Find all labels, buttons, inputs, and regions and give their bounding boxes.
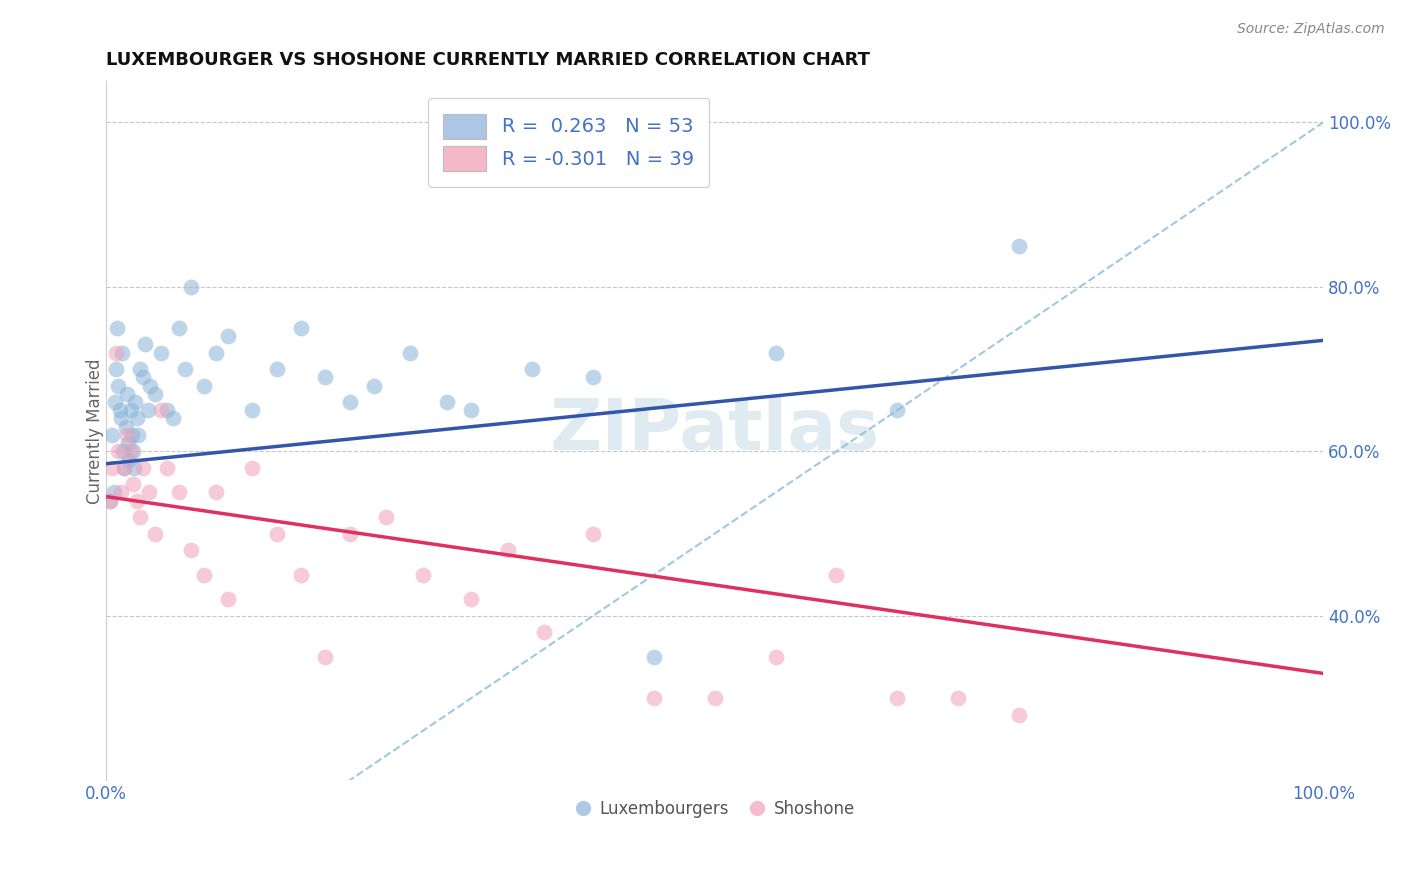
Point [120, 403, 142, 417]
Point [886, 691, 908, 706]
Point [533, 625, 555, 640]
Point [115, 428, 138, 442]
Point [375, 510, 398, 524]
Point [460, 403, 482, 417]
Point [180, 543, 202, 558]
Point [290, 321, 312, 335]
Point [703, 691, 725, 706]
Point [115, 387, 138, 401]
Point [125, 493, 148, 508]
Point [114, 460, 136, 475]
Point [180, 280, 202, 294]
Point [110, 485, 132, 500]
Point [167, 321, 190, 335]
Text: LUXEMBOURGER VS SHOSHONE CURRENTLY MARRIED CORRELATION CHART: LUXEMBOURGER VS SHOSHONE CURRENTLY MARRI… [107, 51, 870, 69]
Point [107, 444, 129, 458]
Text: Source: ZipAtlas.com: Source: ZipAtlas.com [1237, 22, 1385, 37]
Point [765, 649, 787, 664]
Point [217, 592, 239, 607]
Point [132, 460, 155, 475]
Point [399, 345, 422, 359]
Point [217, 329, 239, 343]
Point [582, 370, 605, 384]
Point [162, 411, 184, 425]
Point [765, 345, 787, 359]
Point [436, 395, 458, 409]
Point [314, 370, 336, 384]
Legend: Luxembourgers, Shoshone: Luxembourgers, Shoshone [568, 793, 862, 824]
Point [120, 444, 142, 458]
Point [121, 428, 143, 442]
Point [156, 460, 179, 475]
Point [150, 403, 173, 417]
Point [139, 378, 162, 392]
Point [363, 378, 385, 392]
Point [136, 403, 159, 417]
Point [1008, 707, 1031, 722]
Point [496, 543, 519, 558]
Point [114, 460, 136, 475]
Point [122, 444, 145, 458]
Point [339, 526, 361, 541]
Point [582, 526, 605, 541]
Point [98, 493, 121, 508]
Point [103, 485, 125, 500]
Point [127, 428, 149, 442]
Point [339, 395, 361, 409]
Point [129, 362, 152, 376]
Text: ZIPatlas: ZIPatlas [550, 396, 880, 466]
Point [167, 485, 190, 500]
Point [643, 691, 665, 706]
Point [124, 395, 146, 409]
Point [98, 493, 121, 508]
Point [111, 345, 134, 359]
Point [240, 460, 263, 475]
Point [204, 345, 226, 359]
Point [143, 526, 166, 541]
Point [886, 403, 908, 417]
Point [105, 321, 128, 335]
Point [110, 411, 132, 425]
Point [122, 477, 145, 491]
Point [204, 485, 226, 500]
Point [314, 649, 336, 664]
Point [193, 378, 215, 392]
Point [112, 444, 135, 458]
Point [825, 567, 848, 582]
Point [118, 452, 141, 467]
Point [117, 436, 139, 450]
Point [156, 403, 179, 417]
Point [104, 345, 127, 359]
Point [150, 345, 173, 359]
Point [129, 510, 152, 524]
Point [132, 370, 155, 384]
Point [107, 378, 129, 392]
Point [193, 567, 215, 582]
Point [125, 411, 148, 425]
Point [520, 362, 543, 376]
Point [460, 592, 482, 607]
Point [108, 403, 131, 417]
Point [266, 362, 288, 376]
Point [174, 362, 197, 376]
Point [134, 337, 156, 351]
Point [240, 403, 263, 417]
Point [290, 567, 312, 582]
Point [643, 649, 665, 664]
Point [114, 419, 136, 434]
Point [266, 526, 288, 541]
Point [104, 395, 127, 409]
Point [138, 485, 160, 500]
Point [104, 362, 127, 376]
Point [101, 428, 124, 442]
Point [1008, 239, 1031, 253]
Point [122, 460, 145, 475]
Point [946, 691, 969, 706]
Point [143, 387, 166, 401]
Point [101, 460, 124, 475]
Y-axis label: Currently Married: Currently Married [86, 358, 104, 504]
Point [412, 567, 434, 582]
